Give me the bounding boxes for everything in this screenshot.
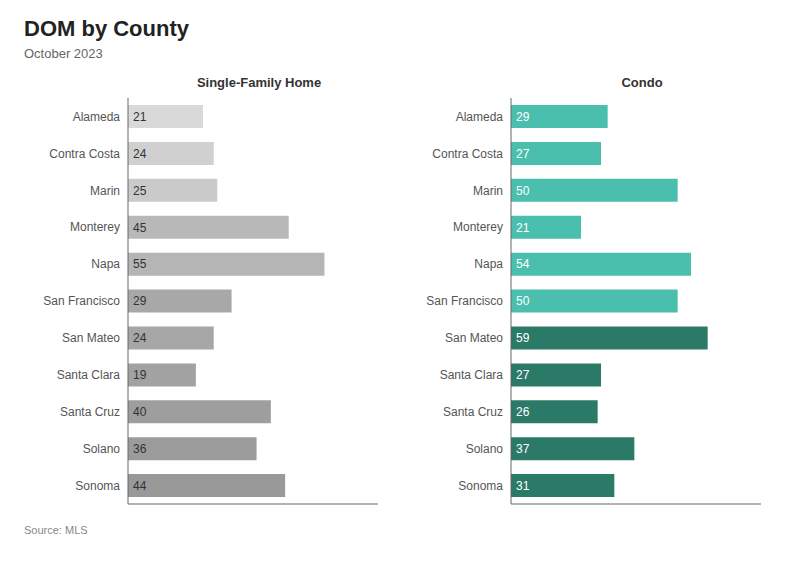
svg-text:San Francisco: San Francisco (43, 294, 120, 308)
svg-text:Contra Costa: Contra Costa (432, 147, 503, 161)
svg-text:45: 45 (133, 221, 147, 235)
svg-text:San Francisco: San Francisco (426, 294, 503, 308)
svg-text:Alameda: Alameda (456, 110, 504, 124)
svg-text:50: 50 (516, 184, 530, 198)
svg-text:26: 26 (516, 405, 530, 419)
svg-text:27: 27 (516, 147, 530, 161)
svg-text:24: 24 (133, 331, 147, 345)
html-text:Source: MLS: Source: MLS (24, 524, 88, 536)
svg-text:Santa Clara: Santa Clara (440, 368, 504, 382)
svg-text:54: 54 (516, 257, 530, 271)
svg-text:Monterey: Monterey (70, 220, 120, 234)
svg-text:59: 59 (516, 331, 530, 345)
svg-text:27: 27 (516, 368, 530, 382)
svg-text:44: 44 (133, 479, 147, 493)
svg-text:San Mateo: San Mateo (445, 331, 503, 345)
svg-text:19: 19 (133, 368, 147, 382)
html-text:Single-Family Home: Single-Family Home (196, 75, 322, 90)
svg-text:Sonoma: Sonoma (75, 479, 120, 493)
svg-text:Santa Cruz: Santa Cruz (443, 405, 503, 419)
svg-text:29: 29 (516, 110, 530, 124)
svg-text:Marin: Marin (90, 184, 120, 198)
svg-text:Contra Costa: Contra Costa (49, 147, 120, 161)
svg-text:24: 24 (133, 147, 147, 161)
svg-text:Solano: Solano (83, 442, 121, 456)
svg-text:Alameda: Alameda (73, 110, 121, 124)
html-text:October 2023: October 2023 (24, 46, 103, 61)
html-text:Condo: Condo (621, 75, 663, 90)
svg-text:Santa Clara: Santa Clara (57, 368, 121, 382)
svg-text:31: 31 (516, 479, 530, 493)
svg-text:36: 36 (133, 442, 147, 456)
svg-text:25: 25 (133, 184, 147, 198)
svg-text:50: 50 (516, 294, 530, 308)
svg-text:San Mateo: San Mateo (62, 331, 120, 345)
svg-text:Solano: Solano (466, 442, 504, 456)
svg-text:21: 21 (133, 110, 147, 124)
svg-text:Marin: Marin (473, 184, 503, 198)
svg-text:29: 29 (133, 294, 147, 308)
svg-text:Santa Cruz: Santa Cruz (60, 405, 120, 419)
svg-text:Napa: Napa (91, 257, 120, 271)
html-text:DOM by County: DOM by County (24, 16, 189, 41)
svg-text:40: 40 (133, 405, 147, 419)
svg-text:55: 55 (133, 257, 147, 271)
svg-text:Sonoma: Sonoma (458, 479, 503, 493)
svg-text:Monterey: Monterey (453, 220, 503, 234)
svg-text:37: 37 (516, 442, 530, 456)
svg-text:Napa: Napa (474, 257, 503, 271)
svg-text:21: 21 (516, 221, 530, 235)
